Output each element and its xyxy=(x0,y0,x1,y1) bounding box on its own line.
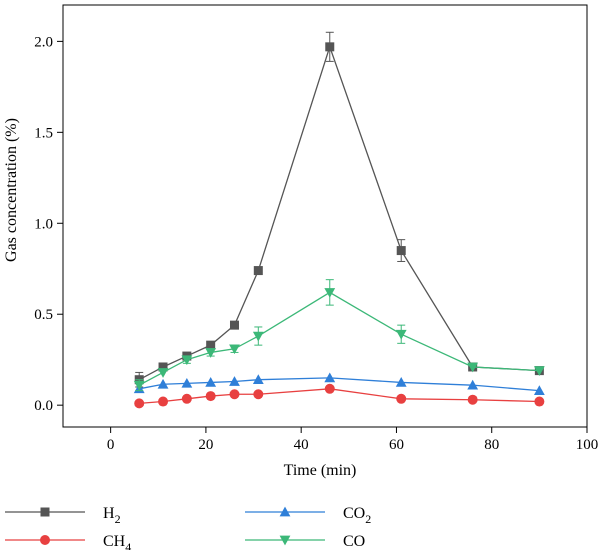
marker-triangle-up xyxy=(324,372,336,383)
marker-triangle-down xyxy=(533,366,545,377)
marker-triangle-up xyxy=(252,374,264,385)
marker-square xyxy=(206,340,216,350)
marker-circle xyxy=(229,389,240,400)
series-2 xyxy=(133,372,545,395)
marker-triangle-down xyxy=(229,344,240,355)
x-axis-title: Time (min) xyxy=(284,462,357,479)
marker-triangle-up xyxy=(205,377,217,387)
y-tick-label: 1.5 xyxy=(34,125,53,141)
marker-triangle-down xyxy=(252,331,264,342)
marker-triangle-down xyxy=(157,368,169,378)
marker-triangle-down xyxy=(205,348,217,358)
marker-circle xyxy=(253,389,264,400)
marker-triangle-down xyxy=(324,288,336,298)
legend-item-1: CH4 xyxy=(5,533,131,550)
marker-square xyxy=(396,246,406,256)
marker-square xyxy=(325,42,335,52)
marker-square xyxy=(253,266,263,276)
marker-triangle-up xyxy=(157,378,169,389)
marker-circle xyxy=(134,398,145,409)
marker-triangle-up xyxy=(181,377,193,388)
x-tick-label: 0 xyxy=(107,437,115,453)
marker-circle xyxy=(40,535,50,545)
marker-circle xyxy=(396,393,407,404)
y-axis-title: Gas concentration (%) xyxy=(3,118,20,262)
legend-label-name: CH xyxy=(103,533,126,550)
legend-item-0: H2 xyxy=(5,505,121,526)
series-line xyxy=(139,388,540,405)
legend-label-name: H xyxy=(103,505,115,522)
marker-triangle-up xyxy=(279,506,291,517)
y-tick-label: 0.0 xyxy=(34,398,53,414)
series-3 xyxy=(133,279,545,392)
legend-label-subscript: 2 xyxy=(115,512,121,526)
marker-square xyxy=(40,507,50,517)
marker-square xyxy=(229,320,239,330)
y-tick-label: 0.5 xyxy=(34,307,53,323)
x-tick-label: 60 xyxy=(389,437,404,453)
legend-label: CO xyxy=(343,533,365,550)
marker-square xyxy=(158,362,168,372)
marker-circle xyxy=(324,383,335,394)
plot-frame xyxy=(62,4,588,428)
legend-item-3: CO xyxy=(245,533,365,550)
marker-triangle-up xyxy=(467,379,479,390)
marker-triangle-up xyxy=(395,377,407,387)
marker-triangle-down xyxy=(395,329,407,340)
legend-label: CH4 xyxy=(103,533,131,550)
plot-border xyxy=(62,4,588,428)
marker-circle xyxy=(205,391,216,402)
marker-triangle-down xyxy=(181,355,193,366)
legend-label-subscript: 4 xyxy=(125,540,131,550)
series-line xyxy=(138,44,540,381)
y-tick-label: 2.0 xyxy=(34,34,53,50)
marker-triangle-down xyxy=(279,535,291,546)
series-layer xyxy=(133,31,545,409)
marker-triangle-up xyxy=(229,376,240,386)
legend-label: CO2 xyxy=(343,505,371,526)
legend-label-name: CO xyxy=(343,505,365,522)
series-line xyxy=(139,377,540,392)
marker-circle xyxy=(467,394,478,405)
y-tick-label: 1.0 xyxy=(34,216,53,232)
x-tick-label: 20 xyxy=(198,437,213,453)
series-1 xyxy=(134,383,545,409)
x-tick-label: 80 xyxy=(484,437,499,453)
marker-circle xyxy=(534,396,545,407)
y-axis: 0.0 0.5 1.0 1.5 2.0 xyxy=(34,34,63,414)
marker-triangle-down xyxy=(133,380,145,391)
legend-item-2: CO2 xyxy=(245,505,371,526)
marker-circle xyxy=(181,393,192,404)
legend-label-name: CO xyxy=(343,533,365,550)
legend-label-subscript: 2 xyxy=(365,512,371,526)
marker-triangle-up xyxy=(533,385,545,395)
marker-circle xyxy=(158,396,169,407)
x-axis: 0 20 40 60 80 100 xyxy=(107,427,598,453)
marker-triangle-down xyxy=(467,362,479,373)
legend-label: H2 xyxy=(103,505,121,526)
series-line xyxy=(138,291,540,386)
x-tick-label: 100 xyxy=(576,437,599,453)
x-tick-label: 40 xyxy=(294,437,309,453)
series-0 xyxy=(134,31,544,388)
